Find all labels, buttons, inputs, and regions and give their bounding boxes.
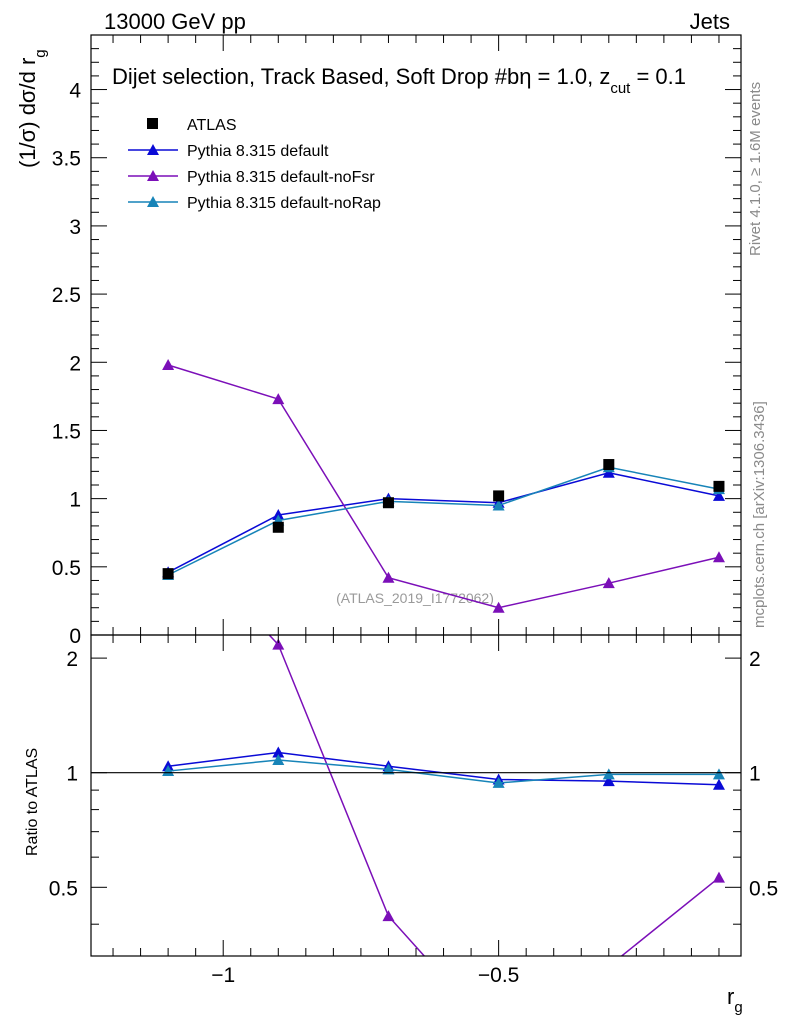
main-point-default bbox=[712, 489, 725, 501]
main-point-nofsr bbox=[492, 601, 505, 613]
ratio-line-default bbox=[168, 751, 719, 786]
main-point-nofsr bbox=[712, 551, 725, 563]
main-line-default bbox=[167, 471, 720, 573]
main-y-tick-label: 0 bbox=[69, 625, 81, 648]
analysis-watermark: (ATLAS_2019_I1772062) bbox=[336, 590, 494, 606]
ratio-line-nofsr bbox=[268, 635, 720, 956]
ratio-series-nofsr bbox=[162, 522, 725, 971]
ratio-line-norap bbox=[168, 759, 719, 784]
x-tick-label: −1 bbox=[211, 964, 235, 987]
ratio-point-norap bbox=[162, 765, 175, 777]
main-y-tick-label: 3 bbox=[69, 216, 81, 239]
legend-marker bbox=[147, 170, 159, 181]
ratio-plot-frame bbox=[90, 634, 742, 957]
ratio-point-default bbox=[272, 746, 285, 758]
ratio-y-tick-label-left: 2 bbox=[66, 648, 78, 671]
ratio-point-default bbox=[602, 775, 615, 787]
atlas-data-point bbox=[493, 490, 505, 502]
main-y-tick-label: 0.5 bbox=[52, 557, 81, 580]
legend-label: Pythia 8.315 default bbox=[187, 143, 329, 160]
ratio-y-tick-label-right: 1 bbox=[749, 763, 761, 786]
main-point-norap bbox=[492, 499, 505, 511]
ratio-y-tick-label-left: 1 bbox=[66, 763, 78, 786]
main-point-nofsr bbox=[602, 577, 615, 589]
ratio-y-tick-label-right: 2 bbox=[749, 648, 761, 671]
main-series-atlas bbox=[162, 459, 725, 580]
atlas-data-point bbox=[603, 459, 615, 471]
ratio-y-tick-label-left: 0.5 bbox=[49, 877, 78, 900]
main-y-tick-label: 2.5 bbox=[52, 284, 81, 307]
legend-label: ATLAS bbox=[187, 117, 237, 134]
atlas-data-point bbox=[162, 568, 174, 580]
main-line-nofsr bbox=[167, 364, 720, 609]
main-series-nofsr bbox=[162, 359, 725, 613]
main-series-default bbox=[162, 466, 725, 578]
x-tick-label: −0.5 bbox=[478, 964, 519, 987]
ratio-point-norap bbox=[602, 768, 615, 780]
plot-title: Dijet selection, Track Based, Soft Drop … bbox=[112, 64, 686, 97]
ratio-point-norap bbox=[272, 753, 285, 765]
rivet-version-label: Rivet 4.1.0, ≥ 1.6M events bbox=[747, 82, 764, 256]
ratio-point-norap bbox=[382, 763, 395, 775]
process-label: Jets bbox=[690, 9, 730, 34]
ratio-point-nofsr bbox=[712, 871, 725, 883]
main-y-tick-label: 3.5 bbox=[52, 148, 81, 171]
ratio-point-nofsr bbox=[382, 910, 395, 922]
main-y-axis-label: (1/σ) dσ/d rg bbox=[15, 49, 49, 168]
ratio-point-norap bbox=[712, 768, 725, 780]
ratio-point-nofsr bbox=[603, 960, 615, 971]
ratio-series-default bbox=[162, 746, 725, 790]
legend-label: Pythia 8.315 default-noRap bbox=[187, 195, 381, 212]
ratio-y-axis-label: Ratio to ATLAS bbox=[24, 748, 41, 856]
main-point-nofsr bbox=[272, 393, 285, 405]
legend-marker bbox=[147, 144, 159, 155]
atlas-data-point bbox=[382, 497, 394, 509]
main-line-norap bbox=[167, 466, 720, 576]
atlas-data-point bbox=[713, 480, 725, 492]
main-point-nofsr bbox=[162, 359, 175, 370]
main-y-tick-label: 1 bbox=[69, 489, 81, 512]
ratio-point-norap bbox=[492, 776, 505, 788]
ratio-point-nofsr bbox=[162, 522, 174, 533]
legend-label: Pythia 8.315 default-noFsr bbox=[187, 169, 375, 186]
main-point-nofsr bbox=[382, 571, 395, 583]
mcplots-label: mcplots.cern.ch [arXiv:1306.3436] bbox=[751, 401, 768, 628]
ratio-point-nofsr bbox=[272, 638, 285, 650]
atlas-data-point bbox=[272, 521, 284, 533]
x-axis-label: rg bbox=[727, 984, 743, 1016]
ratio-y-tick-label-right: 0.5 bbox=[749, 877, 778, 900]
legend-marker-atlas bbox=[147, 118, 158, 129]
main-y-tick-label: 1.5 bbox=[52, 420, 81, 443]
main-y-tick-label: 4 bbox=[69, 80, 81, 103]
legend-marker bbox=[147, 196, 159, 207]
ratio-series-norap bbox=[162, 753, 725, 788]
ratio-point-default bbox=[712, 778, 725, 790]
energy-label: 13000 GeV pp bbox=[104, 9, 246, 34]
main-y-tick-label: 2 bbox=[69, 352, 81, 375]
